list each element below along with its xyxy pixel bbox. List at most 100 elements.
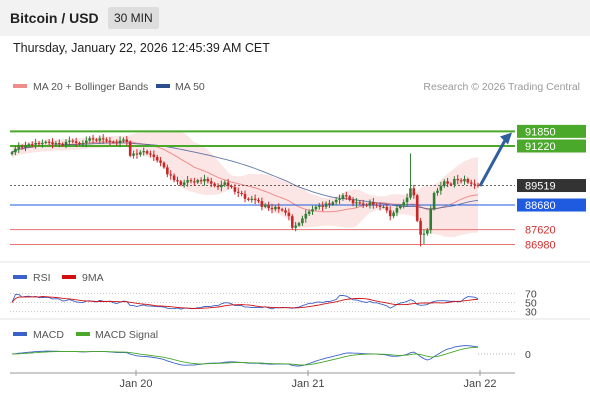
candle — [128, 140, 132, 158]
candle-body — [419, 220, 422, 235]
timeframe-badge[interactable]: 30 MIN — [108, 7, 159, 29]
candle-body — [429, 209, 433, 231]
candle-body — [51, 142, 54, 145]
candle-body — [223, 182, 227, 185]
candle-body — [84, 140, 88, 143]
candle-body — [260, 201, 264, 207]
candle — [176, 176, 179, 185]
candle-body — [409, 188, 412, 198]
candle-body — [473, 183, 476, 185]
x-tick-label: Jan 20 — [119, 378, 152, 390]
candle-body — [240, 192, 243, 195]
level-label-support: 87620 — [525, 225, 556, 237]
candle — [54, 140, 58, 147]
candle — [51, 138, 54, 149]
candle — [301, 215, 304, 226]
candle-body — [358, 202, 362, 204]
candle — [95, 138, 98, 143]
candle — [182, 179, 186, 188]
candle — [233, 184, 237, 195]
candle-body — [162, 162, 166, 168]
candle — [243, 190, 247, 203]
rsi-line — [11, 293, 479, 310]
candle-body — [78, 142, 81, 145]
candle — [463, 175, 466, 185]
candle — [226, 179, 230, 190]
rsi-ma-legend-label: 9MA — [82, 272, 104, 284]
candle-body — [182, 182, 186, 185]
candle — [166, 164, 169, 178]
candle-body — [476, 184, 480, 186]
candle — [44, 140, 48, 145]
candle — [368, 199, 372, 209]
candle — [317, 202, 321, 210]
projection-arrow-head — [500, 132, 512, 145]
candle — [155, 154, 159, 163]
candle-body — [27, 144, 31, 146]
candle — [247, 197, 250, 202]
candle — [284, 207, 287, 216]
candle — [274, 204, 277, 212]
candle — [169, 170, 173, 180]
candle — [358, 200, 362, 206]
candle-body — [307, 211, 311, 214]
candle — [270, 203, 274, 214]
candle — [209, 177, 213, 188]
candle-body — [247, 198, 250, 200]
candle — [216, 183, 220, 190]
candle-body — [469, 182, 473, 184]
macd-signal-line — [11, 346, 479, 366]
candle — [405, 193, 409, 207]
candle — [47, 139, 51, 146]
bollinger-band-area — [12, 131, 478, 238]
candle — [199, 177, 203, 185]
candle — [280, 207, 284, 212]
candle-body — [392, 212, 395, 217]
candle-body — [388, 210, 392, 217]
candle-body — [47, 141, 51, 143]
candle — [74, 137, 78, 147]
candle-body — [277, 206, 281, 210]
candle — [132, 150, 135, 159]
candle-body — [466, 179, 470, 183]
candle — [186, 175, 189, 187]
candle-body — [297, 223, 301, 226]
candle — [230, 184, 233, 189]
candle-body — [257, 199, 260, 202]
candle — [61, 142, 64, 147]
rsi-level-label: 50 — [525, 298, 537, 310]
candle-body — [267, 204, 270, 209]
candle — [115, 139, 118, 146]
candle — [203, 174, 206, 186]
candle-body — [30, 144, 34, 146]
instrument-title: Bitcoin / USD — [10, 10, 99, 26]
candle — [263, 203, 267, 209]
candle — [64, 139, 68, 149]
price-panel: 91850 91220 89519 88680 87620 86980 — [10, 124, 586, 252]
candle-body — [54, 142, 58, 145]
candle — [34, 138, 37, 149]
candle — [152, 150, 156, 162]
candle-body — [166, 167, 169, 175]
candle — [399, 204, 402, 210]
candle — [98, 135, 102, 144]
macd-panel: 0 — [11, 345, 531, 367]
candle-body — [68, 140, 71, 142]
candle — [361, 199, 365, 209]
candle-body — [341, 195, 345, 199]
level-label-resistance: 91850 — [525, 126, 556, 138]
candle — [57, 139, 61, 148]
candle-body — [453, 179, 456, 185]
candle-body — [314, 206, 318, 210]
rsi-legend-label: RSI — [33, 272, 51, 284]
level-label-resistance: 91220 — [525, 141, 556, 153]
candle-body — [253, 198, 257, 200]
level-tag-price — [517, 179, 586, 193]
level-tag-resistance — [517, 139, 586, 153]
candle-body — [328, 203, 331, 205]
candle-body — [290, 216, 294, 228]
candle-body — [213, 183, 216, 186]
candle-body — [81, 142, 85, 145]
candle — [412, 184, 416, 199]
candle — [459, 178, 463, 184]
